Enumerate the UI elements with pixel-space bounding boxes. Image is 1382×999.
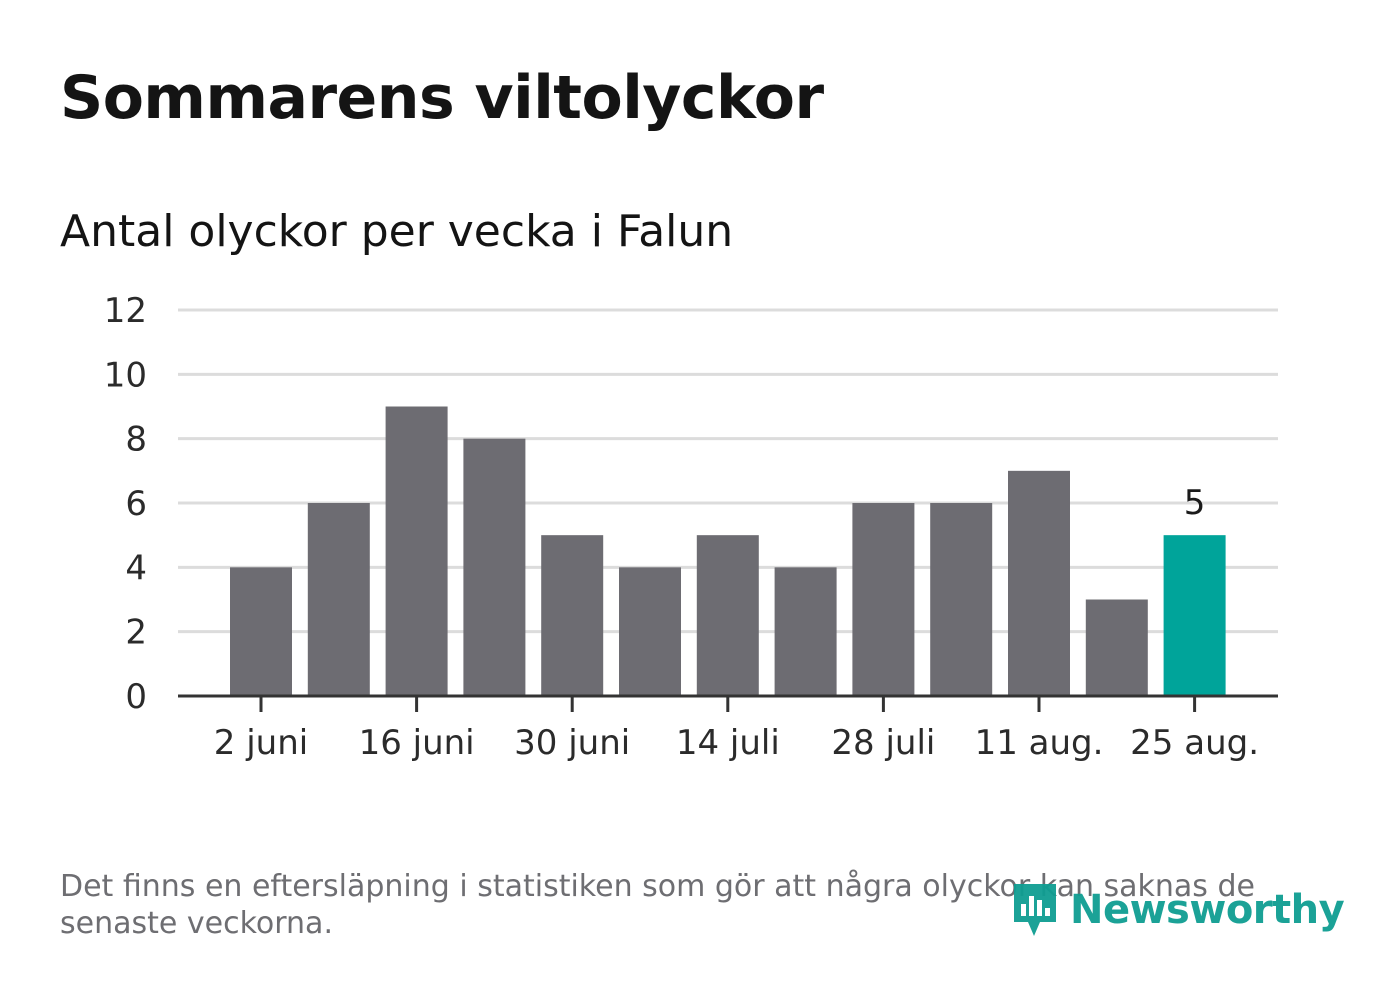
- bar: [696, 535, 759, 696]
- x-tick-label: 2 juni: [214, 723, 308, 763]
- bar: [307, 503, 370, 696]
- bar: [619, 567, 681, 696]
- bar: [1008, 470, 1070, 696]
- bar: [1085, 599, 1148, 696]
- bar: [852, 503, 915, 696]
- y-tick-label: 6: [125, 484, 147, 524]
- y-tick-label: 0: [125, 677, 147, 717]
- x-tick-label: 11 aug.: [975, 723, 1104, 763]
- bar: [463, 438, 526, 696]
- data-label: 5: [1184, 483, 1206, 523]
- chart-title: Sommarens viltolyckor: [60, 63, 824, 133]
- x-tick-label: 16 juni: [359, 723, 475, 763]
- x-tick-label: 25 aug.: [1130, 723, 1259, 763]
- y-tick-label: 2: [125, 613, 147, 653]
- bar: [774, 567, 837, 696]
- y-tick-label: 12: [104, 291, 147, 331]
- newsworthy-logo: Newsworthy: [1010, 878, 1345, 942]
- x-tick-label: 30 juni: [514, 723, 630, 763]
- y-tick-label: 4: [125, 548, 147, 588]
- x-tick-label: 28 juli: [831, 723, 935, 763]
- newsworthy-logo-icon: [1014, 884, 1056, 936]
- bar: [930, 503, 993, 696]
- x-tick-label: 14 juli: [676, 723, 780, 763]
- newsworthy-logo-text: Newsworthy: [1070, 887, 1345, 933]
- bar-chart: 0 2 4 6 8 10 12 5 2 juni 16 juni 30 juni 14 juli 28 …: [104, 291, 1278, 763]
- bar-highlight: [1163, 535, 1226, 696]
- bar: [385, 406, 448, 696]
- bar: [230, 567, 292, 696]
- y-tick-label: 10: [104, 355, 147, 395]
- bar: [541, 535, 604, 696]
- y-tick-label: 8: [125, 420, 147, 460]
- chart-subtitle: Antal olyckor per vecka i Falun: [60, 206, 734, 257]
